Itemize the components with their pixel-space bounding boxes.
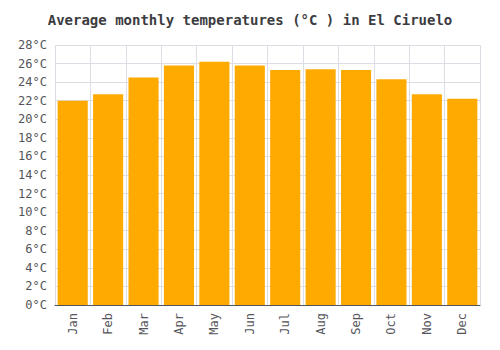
svg-text:Feb: Feb (101, 313, 115, 335)
svg-text:14°C: 14°C (18, 168, 47, 182)
svg-text:10°C: 10°C (18, 205, 47, 219)
svg-text:22°C: 22°C (18, 94, 47, 108)
svg-text:Mar: Mar (137, 313, 151, 335)
svg-text:Jun: Jun (243, 313, 257, 335)
svg-text:Jan: Jan (66, 313, 80, 335)
svg-text:18°C: 18°C (18, 131, 47, 145)
svg-text:Nov: Nov (420, 313, 434, 335)
svg-text:Aug: Aug (314, 313, 328, 335)
svg-text:Average monthly temperatures (: Average monthly temperatures (°C ) in El… (48, 12, 453, 28)
svg-text:12°C: 12°C (18, 187, 47, 201)
svg-text:8°C: 8°C (25, 224, 47, 238)
svg-text:6°C: 6°C (25, 242, 47, 256)
svg-text:28°C: 28°C (18, 38, 47, 52)
svg-text:Sep: Sep (349, 313, 363, 335)
svg-text:0°C: 0°C (25, 298, 47, 312)
svg-text:24°C: 24°C (18, 75, 47, 89)
svg-text:Apr: Apr (172, 313, 186, 335)
svg-text:2°C: 2°C (25, 279, 47, 293)
svg-text:Dec: Dec (455, 313, 469, 335)
svg-text:May: May (207, 313, 221, 335)
svg-text:Jul: Jul (278, 313, 292, 335)
svg-text:Oct: Oct (384, 313, 398, 335)
svg-text:26°C: 26°C (18, 57, 47, 71)
svg-text:20°C: 20°C (18, 112, 47, 126)
svg-text:4°C: 4°C (25, 261, 47, 275)
svg-text:16°C: 16°C (18, 149, 47, 163)
